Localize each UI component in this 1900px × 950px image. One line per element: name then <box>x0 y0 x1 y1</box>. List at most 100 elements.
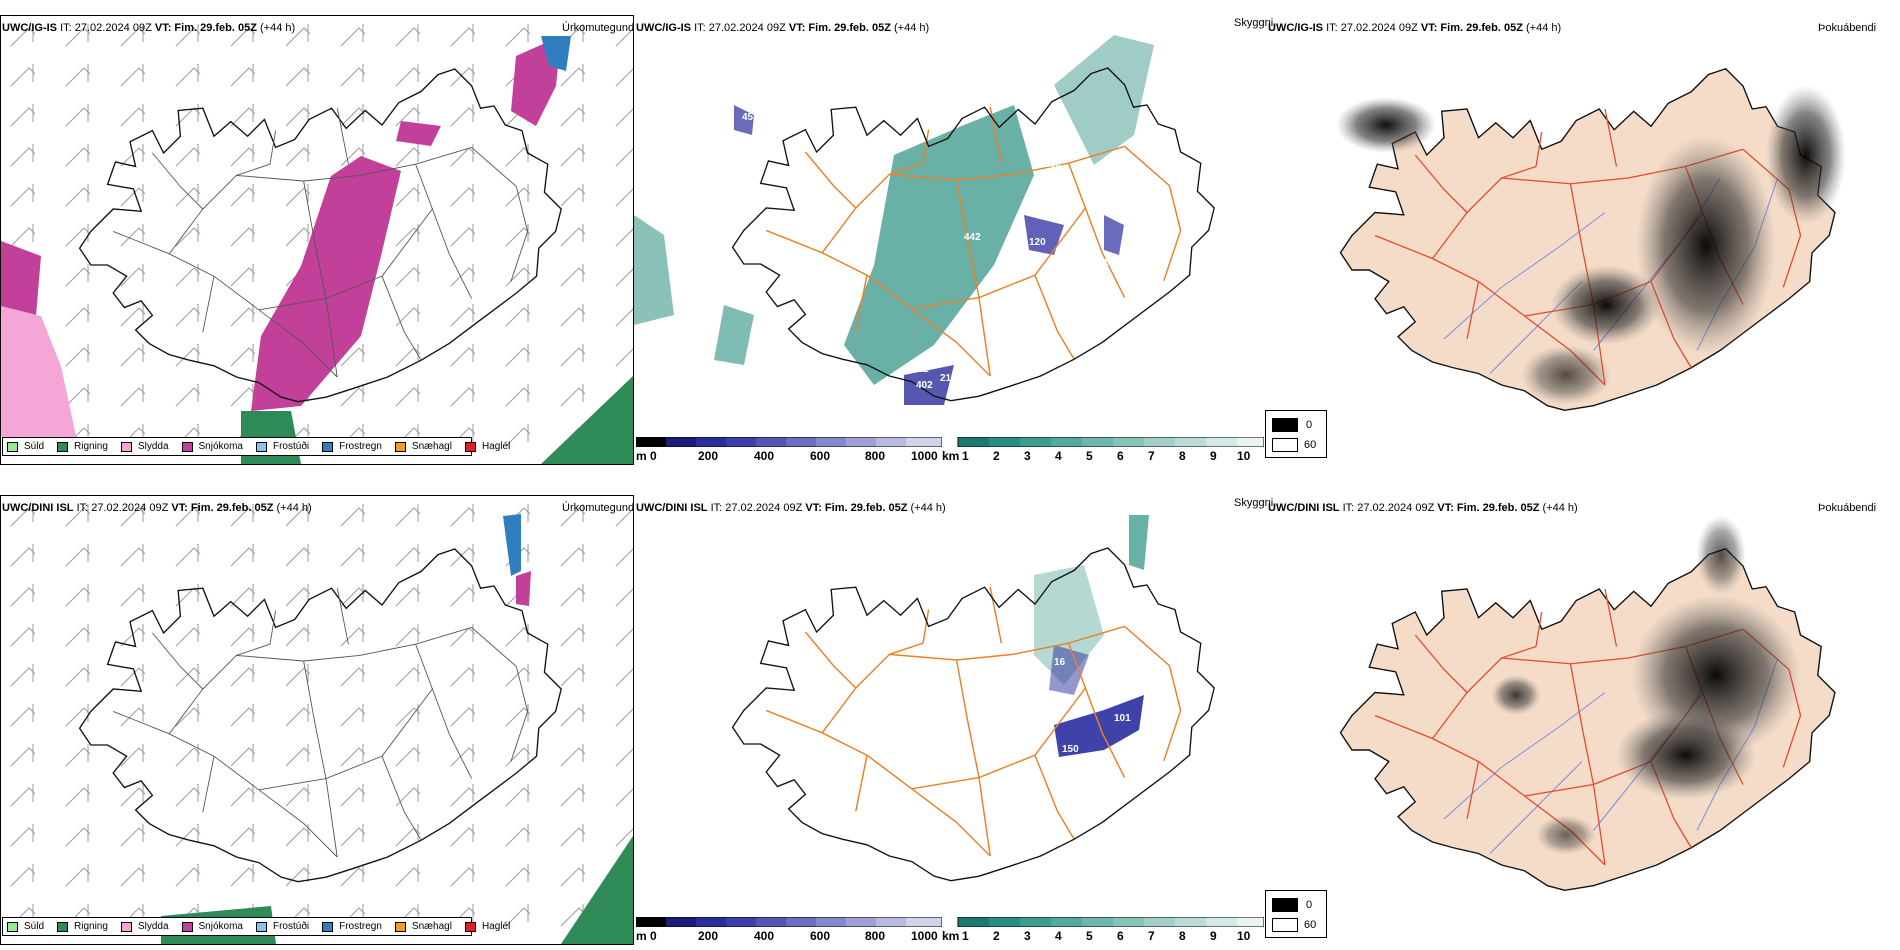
vis-km-tick: 2 <box>993 929 1000 943</box>
swatch-drizzle <box>7 441 18 452</box>
swatch-snow-pellets <box>394 441 406 452</box>
vis-label: 176 <box>754 232 771 243</box>
visibility-map-bottom: 150 101 16 <box>731 515 1215 882</box>
vis-m-tick: 600 <box>810 929 831 943</box>
sleet-area-southwest <box>1 306 76 456</box>
vis-label: 45 <box>742 112 754 123</box>
vis-km-gradient <box>957 917 1264 927</box>
field-right-top: Þokuábendi <box>1818 22 1877 34</box>
title-right-bottom: UWC/DINI ISL IT: 27.02.2024 09Z VT: Fim.… <box>1268 502 1578 514</box>
snow-area-east <box>516 571 531 606</box>
legend-item: Súld <box>7 921 44 932</box>
vis-km-tick: 6 <box>1117 929 1124 943</box>
precip-legend-top: Súld Rigning Slydda Snjókoma Frostúði Fr… <box>2 437 510 456</box>
rain-area-southeast <box>541 376 633 464</box>
field-middle-top: Skyggni <box>1234 17 1274 29</box>
vis-km-tick: 1 <box>962 929 969 943</box>
vis-m-tick: 200 <box>698 929 719 943</box>
field-left-top: Úrkomutegund <box>562 22 635 34</box>
vis-label: 199 <box>1099 257 1116 268</box>
legend-item: Frostregn <box>322 441 382 452</box>
vis-m-gradient <box>636 437 942 447</box>
legend-item: Slydda <box>120 441 169 452</box>
fog-panel-bottom <box>1266 495 1900 945</box>
vis-m-colorbar-top: m 0 200 400 600 800 1000 <box>636 437 942 467</box>
legend-item: Snjókoma <box>181 921 243 932</box>
fog-legend-label: 60 <box>1304 439 1317 451</box>
snow-area-central <box>251 156 401 411</box>
fog-legend-bottom: 0 60 <box>1265 890 1327 938</box>
fog-legend-label: 60 <box>1304 919 1317 931</box>
vis-m-tick: 1000 <box>911 929 938 943</box>
legend-item: Frostúði <box>255 441 309 452</box>
legend-item: Frostregn <box>322 921 382 932</box>
vis-km-tick: 9 <box>1210 929 1217 943</box>
vis-m-gradient <box>636 917 942 927</box>
vis-m-tick: 800 <box>865 449 886 463</box>
vis-m-colorbar-bottom: m 0 200 400 600 800 1000 <box>636 917 942 947</box>
visibility-km-area <box>844 105 1034 385</box>
vis-km-tick: 7 <box>1148 929 1155 943</box>
legend-item: Snæhagl <box>394 441 452 452</box>
title-middle-bottom: UWC/DINI ISL IT: 27.02.2024 09Z VT: Fim.… <box>636 502 946 514</box>
vis-km-tick: 1 <box>962 449 969 463</box>
visibility-map-top: 260 442 922 402 213 199 103 120 45 176 <box>634 35 1215 405</box>
title-left-top: UWC/IG-IS IT: 27.02.2024 09Z VT: Fim. 29… <box>2 22 296 34</box>
legend-item: Haglél <box>464 921 510 932</box>
visibility-value-labels: 150 101 16 <box>1054 657 1131 755</box>
vis-label: 120 <box>1029 237 1046 248</box>
vis-km-tick: 3 <box>1024 929 1031 943</box>
vis-m-tick: 800 <box>865 929 886 943</box>
visibility-m-area <box>904 365 954 405</box>
vis-km-tick: 8 <box>1179 449 1186 463</box>
vis-m-unit: m <box>636 449 647 463</box>
visibility-value-labels: 260 442 922 402 213 199 103 120 45 176 <box>742 112 1135 391</box>
field-right-bottom: Þokuábendi <box>1818 502 1877 514</box>
fog-legend-label: 0 <box>1306 899 1313 911</box>
vis-km-tick: 8 <box>1179 929 1186 943</box>
vis-km-tick: 4 <box>1055 929 1062 943</box>
vis-km-unit: km <box>942 929 960 943</box>
swatch-snow <box>181 441 193 452</box>
vis-km-tick: 9 <box>1210 449 1217 463</box>
swatch-rain <box>57 441 69 452</box>
precip-type-panel-bottom <box>0 495 634 945</box>
vis-m-tick: 400 <box>754 929 775 943</box>
fog-panel-top <box>1266 15 1900 465</box>
vis-km-tick: 10 <box>1237 449 1251 463</box>
vis-km-unit: km <box>942 449 960 463</box>
vis-label: 150 <box>1062 744 1079 755</box>
freezing-rain-area <box>541 36 571 71</box>
vis-km-colorbar-top: km 1 2 3 4 5 6 7 8 9 10 <box>942 437 1264 467</box>
swatch-freezing-drizzle <box>255 441 267 452</box>
field-middle-bottom: Skyggni <box>1234 497 1274 509</box>
freezing-rain-area <box>503 514 521 576</box>
iceland-outline <box>731 547 1215 882</box>
vis-m-tick: 0 <box>650 449 657 463</box>
vis-km-colorbar-bottom: km 1 2 3 4 5 6 7 8 9 10 <box>942 917 1264 947</box>
title-left-bottom: UWC/DINI ISL IT: 27.02.2024 09Z VT: Fim.… <box>2 502 312 514</box>
legend-item: Rigning <box>57 441 108 452</box>
legend-item: Snjókoma <box>181 441 243 452</box>
vis-label: 103 <box>1118 260 1135 271</box>
vis-km-tick: 3 <box>1024 449 1031 463</box>
fog-map-top <box>1336 68 1846 411</box>
vis-km-gradient <box>957 437 1264 447</box>
vis-km-tick: 5 <box>1086 449 1093 463</box>
vis-m-tick: 1000 <box>911 449 938 463</box>
visibility-panel-bottom: 150 101 16 <box>634 495 1264 945</box>
vis-km-tick: 6 <box>1117 449 1124 463</box>
vis-km-tick: 10 <box>1237 929 1251 943</box>
vis-km-tick: 5 <box>1086 929 1093 943</box>
precip-type-map-bottom <box>1 496 633 944</box>
vis-m-tick: 0 <box>650 929 657 943</box>
vis-label: 213 <box>940 373 957 384</box>
vis-m-tick: 600 <box>810 449 831 463</box>
vis-label: 101 <box>1114 713 1131 724</box>
vis-label: 16 <box>1054 657 1066 668</box>
vis-km-tick: 4 <box>1055 449 1062 463</box>
legend-item: Slydda <box>120 921 169 932</box>
precip-legend-bottom: Súld Rigning Slydda Snjókoma Frostúði Fr… <box>2 917 510 936</box>
vis-km-tick: 7 <box>1148 449 1155 463</box>
precip-type-map-top <box>1 16 633 464</box>
